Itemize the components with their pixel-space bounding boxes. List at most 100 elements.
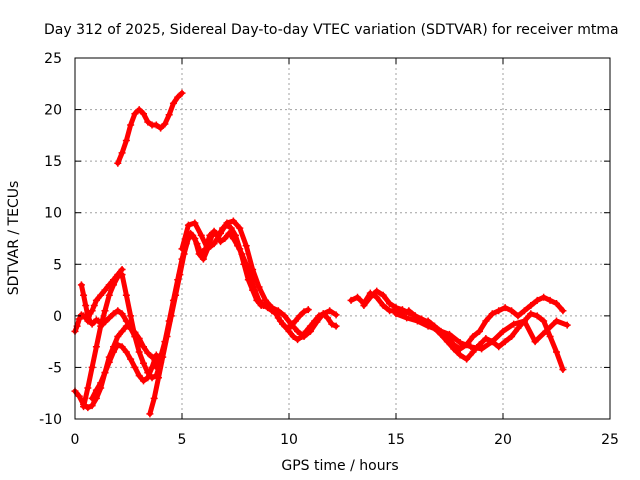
data-point [514, 312, 522, 320]
data-point [559, 307, 567, 315]
data-point [319, 310, 327, 318]
data-point [482, 317, 490, 325]
data-point [184, 221, 192, 229]
data-point [514, 324, 522, 332]
data-point [533, 312, 541, 320]
data-point [259, 302, 267, 310]
data-point [97, 291, 105, 299]
data-point [527, 302, 535, 310]
data-point [144, 349, 152, 357]
data-point [114, 341, 122, 349]
data-point [199, 255, 207, 263]
data-point [174, 93, 182, 101]
data-point [294, 336, 302, 344]
data-point [294, 327, 302, 335]
data-point [456, 345, 464, 353]
data-point [139, 110, 147, 118]
data-point [306, 327, 314, 335]
data-point [281, 322, 289, 330]
x-tick-label: 20 [494, 432, 512, 448]
data-point [403, 314, 411, 322]
data-point [82, 302, 90, 310]
data-point [546, 296, 554, 304]
y-tick-label: -10 [39, 412, 62, 428]
data-point [291, 317, 299, 325]
data-point [553, 299, 560, 307]
data-point [225, 229, 233, 237]
data-point [118, 271, 126, 279]
series-trace [89, 342, 159, 401]
data-point [238, 250, 246, 258]
data-point [118, 343, 126, 351]
data-point [92, 386, 100, 394]
data-point [510, 320, 518, 328]
data-point [139, 377, 147, 385]
x-tick-label: 15 [387, 432, 405, 448]
chart-title: Day 312 of 2025, Sidereal Day-to-day VTE… [44, 22, 619, 38]
data-point [353, 293, 361, 301]
axis-ticks: 0 5 10 15 20 25 -10 -5 0 5 10 15 20 25 [39, 51, 619, 448]
data-point [540, 293, 548, 301]
data-point [114, 159, 122, 167]
data-point [131, 332, 139, 340]
y-tick-label: -5 [48, 360, 62, 376]
data-point [217, 229, 225, 237]
data-point [131, 110, 139, 118]
y-tick-label: 15 [44, 154, 62, 170]
data-point [105, 314, 113, 322]
data-point [90, 302, 98, 310]
data-point [178, 255, 186, 263]
data-point [110, 281, 118, 289]
data-point [501, 338, 509, 346]
data-point [210, 240, 218, 248]
series-trace [115, 90, 185, 166]
data-point [84, 384, 92, 392]
series-arc-early-d [80, 271, 165, 411]
data-point [405, 309, 413, 317]
data-point [161, 120, 169, 128]
data-point [542, 327, 550, 335]
data-point [169, 99, 177, 107]
y-tick-label: 20 [44, 103, 62, 119]
data-point [174, 276, 182, 284]
data-point [150, 394, 158, 402]
data-point [300, 308, 308, 316]
data-point [227, 224, 235, 232]
data-point [118, 327, 126, 335]
data-point [326, 307, 334, 315]
data-point [386, 299, 394, 307]
data-point [135, 106, 143, 114]
x-tick-label: 25 [601, 432, 619, 448]
data-point [501, 304, 509, 312]
data-point [229, 235, 237, 242]
data-point [332, 311, 340, 319]
data-point [75, 315, 83, 323]
data-point [165, 111, 173, 119]
data-point [255, 296, 263, 304]
data-point [84, 312, 92, 320]
data-point [324, 314, 332, 322]
data-point [242, 242, 250, 250]
data-point [80, 403, 88, 411]
data-point [366, 293, 374, 301]
data-point [178, 245, 186, 253]
data-point [88, 394, 96, 402]
data-point [467, 343, 475, 351]
series-arc-afternoon-c [392, 310, 571, 353]
data-point [373, 287, 381, 295]
data-point [152, 121, 160, 129]
data-point [165, 317, 173, 325]
data-point [122, 322, 130, 330]
data-point [475, 327, 483, 335]
data-point [135, 372, 143, 380]
data-point [251, 286, 259, 294]
data-point [154, 374, 162, 382]
y-tick-label: 5 [53, 257, 62, 273]
data-point [495, 307, 503, 315]
data-point [110, 310, 118, 318]
data-point [300, 332, 308, 340]
x-tick-label: 10 [280, 432, 298, 448]
data-point [285, 327, 293, 335]
data-point [527, 310, 535, 318]
data-point [488, 310, 496, 318]
